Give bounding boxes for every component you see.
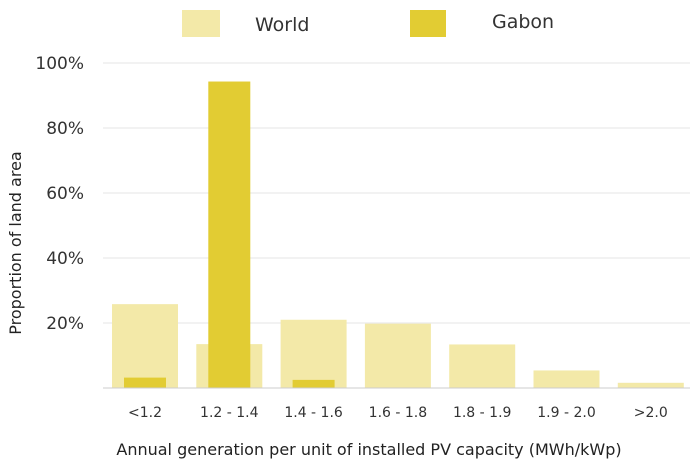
x-axis-ticks: <1.2 1.2 - 1.4 1.4 - 1.6 1.6 - 1.8 1.8 - 1.9…: [128, 405, 668, 421]
bar-world: [617, 382, 684, 388]
y-axis-title: Proportion of land area: [6, 151, 25, 334]
x-axis-title: Annual generation per unit of installed …: [116, 440, 621, 459]
bar-gabon: [292, 379, 335, 388]
legend-swatch-world: [182, 10, 220, 37]
legend-label-world: World: [255, 14, 309, 36]
y-tick-label: 20%: [46, 314, 84, 334]
y-tick-label: 80%: [46, 119, 84, 139]
y-tick-label: 60%: [46, 184, 84, 204]
y-tick-label: 100%: [35, 54, 84, 74]
bar-world: [449, 344, 516, 388]
x-tick-label: 1.6 - 1.8: [369, 405, 427, 421]
bar-world: [112, 304, 178, 388]
bar-world: [280, 319, 347, 388]
bar-world: [364, 323, 431, 388]
x-tick-label: 1.2 - 1.4: [200, 405, 259, 421]
y-tick-label: 40%: [46, 249, 84, 269]
legend-label-gabon: Gabon: [492, 11, 554, 33]
bar-gabon: [208, 81, 251, 389]
gridlines: [103, 62, 690, 324]
bar-gabon: [124, 377, 166, 388]
x-tick-label: >2.0: [634, 405, 668, 421]
legend: World Gabon: [182, 10, 554, 37]
legend-swatch-gabon: [410, 10, 446, 37]
x-tick-label: 1.4 - 1.6: [284, 405, 343, 421]
bar-world: [533, 370, 600, 388]
x-tick-label: <1.2: [128, 405, 162, 421]
bars: [112, 81, 684, 389]
x-tick-label: 1.9 - 2.0: [537, 405, 595, 421]
x-tick-label: 1.8 - 1.9: [453, 405, 511, 421]
y-axis-ticks: 20% 40% 60% 80% 100%: [35, 54, 84, 334]
